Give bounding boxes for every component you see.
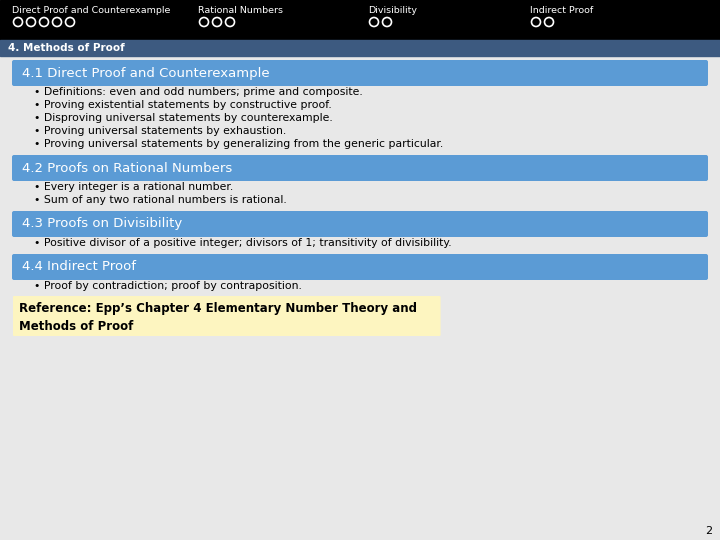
FancyBboxPatch shape	[12, 155, 708, 181]
Text: Divisibility: Divisibility	[368, 6, 417, 15]
Text: • Proving existential statements by constructive proof.: • Proving existential statements by cons…	[34, 100, 332, 110]
Text: 2: 2	[705, 526, 712, 536]
FancyBboxPatch shape	[12, 60, 708, 86]
Text: • Positive divisor of a positive integer; divisors of 1; transitivity of divisib: • Positive divisor of a positive integer…	[34, 238, 451, 248]
Text: 4.1 Direct Proof and Counterexample: 4.1 Direct Proof and Counterexample	[22, 66, 269, 79]
Bar	[0, 0, 720, 40]
FancyBboxPatch shape	[12, 254, 708, 280]
Text: 4. Methods of Proof: 4. Methods of Proof	[8, 43, 125, 53]
Text: • Proving universal statements by exhaustion.: • Proving universal statements by exhaus…	[34, 126, 287, 136]
Text: Reference: Epp’s Chapter 4 Elementary Number Theory and
Methods of Proof: Reference: Epp’s Chapter 4 Elementary Nu…	[19, 302, 417, 333]
Text: Indirect Proof: Indirect Proof	[530, 6, 593, 15]
FancyBboxPatch shape	[12, 211, 708, 237]
Bar	[0, 40, 720, 56]
Text: • Disproving universal statements by counterexample.: • Disproving universal statements by cou…	[34, 113, 333, 123]
Text: • Proving universal statements by generalizing from the generic particular.: • Proving universal statements by genera…	[34, 139, 444, 149]
FancyBboxPatch shape	[13, 296, 441, 336]
Text: 4.3 Proofs on Divisibility: 4.3 Proofs on Divisibility	[22, 218, 182, 231]
Text: • Every integer is a rational number.: • Every integer is a rational number.	[34, 182, 233, 192]
Text: • Definitions: even and odd numbers; prime and composite.: • Definitions: even and odd numbers; pri…	[34, 87, 363, 97]
Text: • Sum of any two rational numbers is rational.: • Sum of any two rational numbers is rat…	[34, 195, 287, 205]
Text: 4.4 Indirect Proof: 4.4 Indirect Proof	[22, 260, 136, 273]
Text: Rational Numbers: Rational Numbers	[198, 6, 283, 15]
Bar	[0, 56, 720, 540]
Text: 4.2 Proofs on Rational Numbers: 4.2 Proofs on Rational Numbers	[22, 161, 233, 174]
Text: • Proof by contradiction; proof by contraposition.: • Proof by contradiction; proof by contr…	[34, 281, 302, 291]
Text: Direct Proof and Counterexample: Direct Proof and Counterexample	[12, 6, 171, 15]
